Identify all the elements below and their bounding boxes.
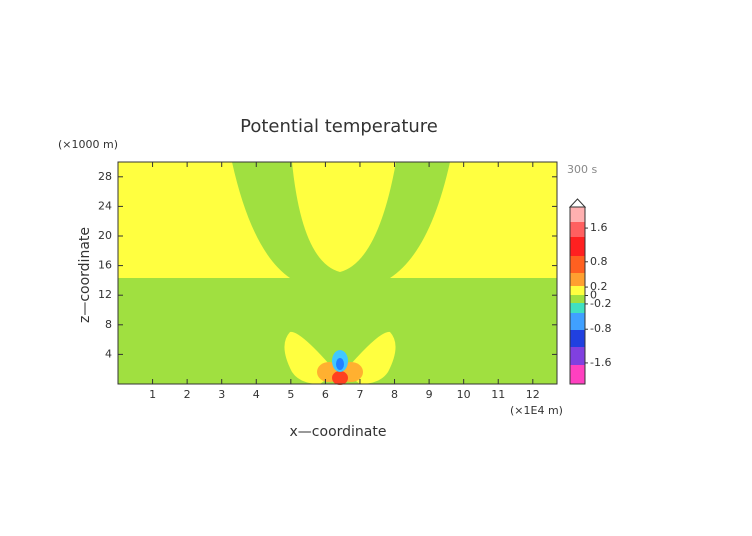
x-tick-label: 1: [149, 388, 156, 401]
colorbar-tick-label: -1.6: [590, 356, 611, 369]
chart-title: Potential temperature: [240, 116, 438, 137]
colorbar-tick-label: -0.2: [590, 297, 611, 310]
colorbar-tick-label: 0.2: [590, 280, 608, 293]
colorbar-tick-label: 0.8: [590, 255, 608, 268]
y-tick-label: 20: [98, 229, 112, 242]
colorbar-tick-label: 1.6: [590, 221, 608, 234]
x-tick-label: 7: [356, 388, 363, 401]
y-unit: (×1000 m): [58, 138, 118, 151]
x-unit: (×1E4 m): [510, 404, 563, 417]
x-tick-label: 10: [457, 388, 471, 401]
x-tick-label: 12: [526, 388, 540, 401]
y-tick-label: 4: [105, 347, 112, 360]
x-tick-label: 6: [322, 388, 329, 401]
x-tick-label: 9: [426, 388, 433, 401]
colorbar-tick-label: 0: [590, 289, 597, 302]
x-axis-label: x—coordinate: [290, 424, 387, 440]
y-tick-label: 28: [98, 170, 112, 183]
y-tick-label: 16: [98, 259, 112, 272]
x-tick-label: 3: [218, 388, 225, 401]
time-label: 300 s: [567, 163, 597, 176]
x-tick-label: 5: [287, 388, 294, 401]
y-tick-label: 12: [98, 288, 112, 301]
y-tick-label: 24: [98, 199, 112, 212]
plot-field: [117, 161, 558, 385]
colorbar-tick-label: -0.8: [590, 322, 611, 335]
x-tick-label: 4: [253, 388, 260, 401]
y-axis-label: z—coordinate: [77, 227, 93, 323]
colorbar: [568, 198, 587, 385]
x-tick-label: 11: [491, 388, 505, 401]
x-tick-label: 8: [391, 388, 398, 401]
x-tick-label: 2: [184, 388, 191, 401]
y-tick-label: 8: [105, 318, 112, 331]
